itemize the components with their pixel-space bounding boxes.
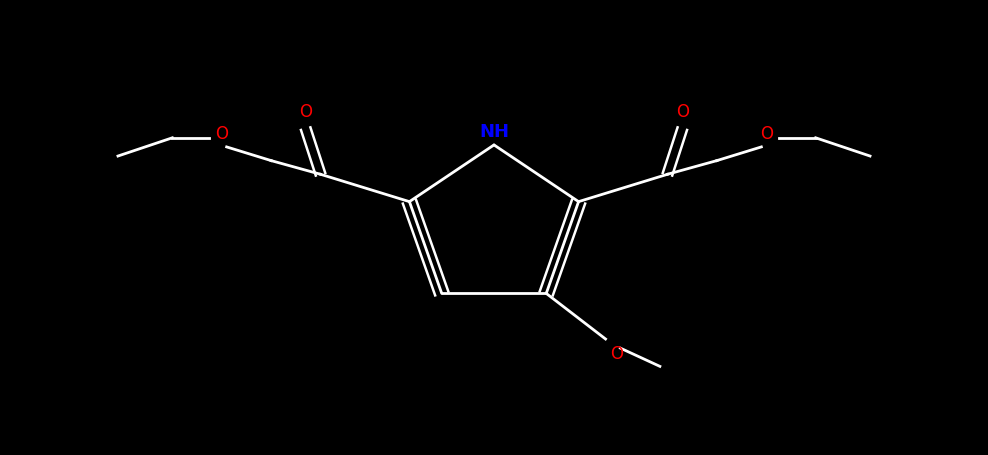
Text: NH: NH bbox=[479, 123, 509, 141]
Text: O: O bbox=[299, 102, 312, 120]
Text: O: O bbox=[611, 344, 623, 362]
Text: O: O bbox=[676, 102, 689, 120]
Text: O: O bbox=[215, 125, 228, 143]
Text: O: O bbox=[760, 125, 773, 143]
